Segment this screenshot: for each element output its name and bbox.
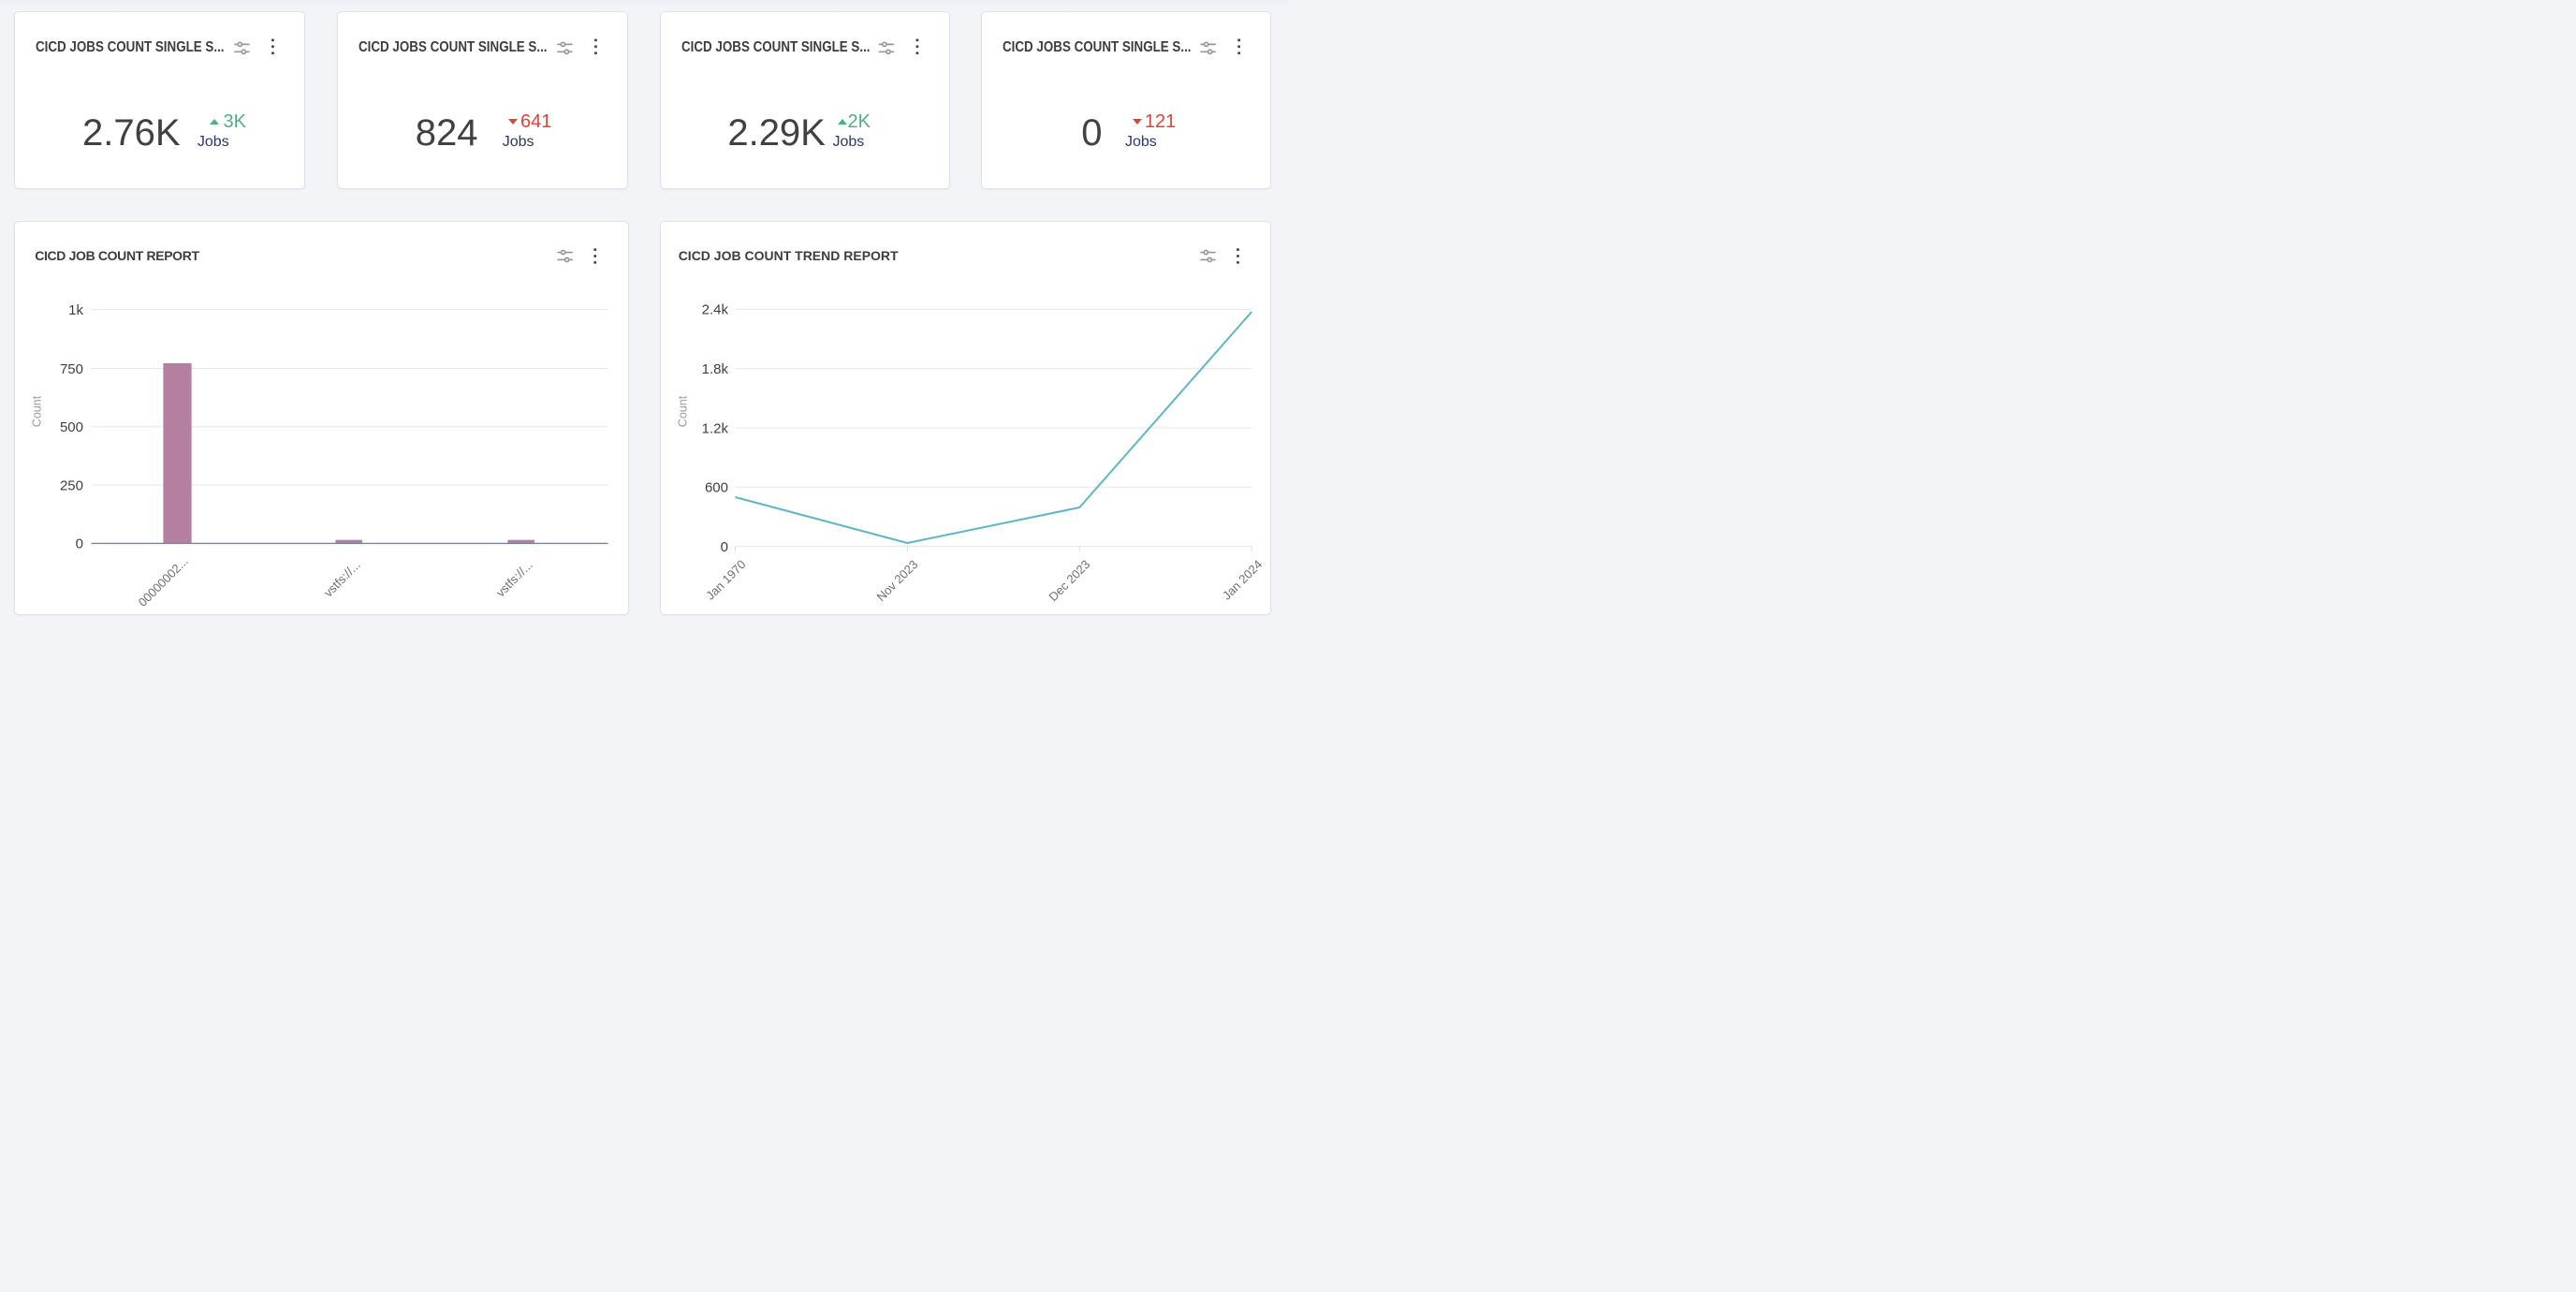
svg-text:1.8k: 1.8k (701, 361, 728, 377)
svg-text:00000002...: 00000002... (135, 554, 190, 609)
svg-text:vstfs://...: vstfs://... (492, 558, 534, 600)
svg-text:Jan 2024: Jan 2024 (1219, 557, 1264, 602)
svg-text:Count: Count (676, 395, 689, 427)
svg-text:0: 0 (75, 536, 82, 552)
svg-text:2.4k: 2.4k (701, 302, 728, 318)
svg-text:500: 500 (59, 419, 82, 435)
svg-text:1.2k: 1.2k (701, 420, 728, 436)
svg-text:250: 250 (59, 477, 82, 493)
svg-text:750: 750 (59, 361, 82, 377)
svg-text:Jan 1970: Jan 1970 (703, 557, 748, 602)
svg-text:vstfs://...: vstfs://... (320, 558, 362, 600)
svg-text:Count: Count (30, 395, 43, 427)
svg-text:Dec 2023: Dec 2023 (1046, 557, 1092, 604)
svg-text:0: 0 (720, 539, 727, 555)
svg-text:1k: 1k (68, 302, 83, 318)
svg-text:Nov 2023: Nov 2023 (873, 557, 920, 604)
svg-text:600: 600 (704, 480, 727, 496)
